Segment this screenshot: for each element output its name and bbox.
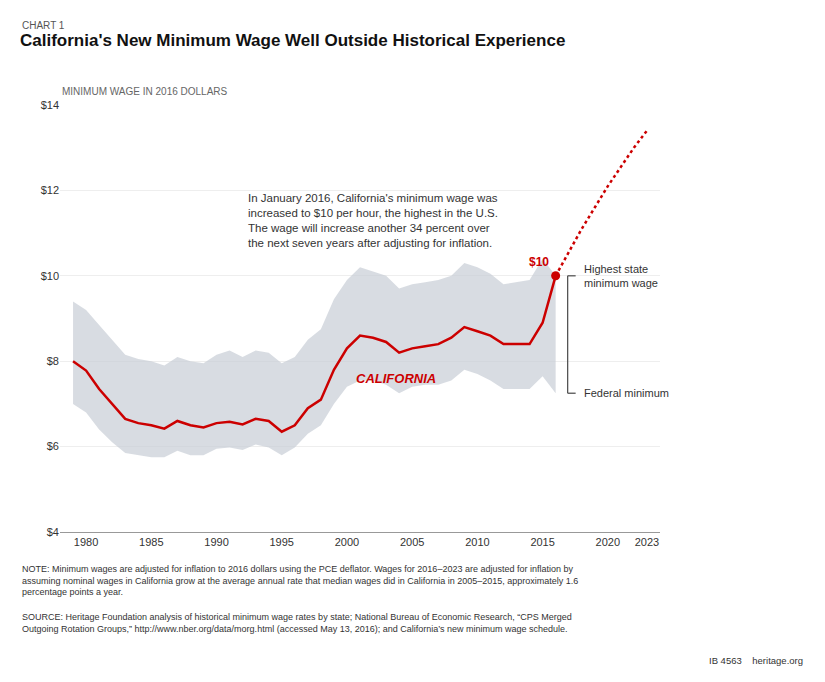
svg-text:1985: 1985 [139,536,163,548]
svg-text:$10: $10 [529,255,549,269]
svg-text:$10: $10 [41,270,59,282]
svg-text:California's New Minimum Wage: California's New Minimum Wage Well Outsi… [20,31,565,50]
svg-text:1995: 1995 [269,536,293,548]
svg-text:2000: 2000 [335,536,359,548]
svg-text:NOTE: Minimum wages are adjust: NOTE: Minimum wages are adjusted for inf… [22,564,578,597]
svg-text:MINIMUM WAGE IN 2016 DOLLARS: MINIMUM WAGE IN 2016 DOLLARS [62,86,228,97]
svg-text:1980: 1980 [74,536,98,548]
svg-text:Highest stateminimum wage: Highest stateminimum wage [584,263,658,289]
svg-text:$14: $14 [41,99,59,111]
svg-text:2020: 2020 [596,536,620,548]
svg-text:In January 2016, California's: In January 2016, California's minimum wa… [248,192,498,249]
svg-text:$4: $4 [47,526,59,538]
svg-text:2005: 2005 [400,536,424,548]
svg-text:2015: 2015 [530,536,554,548]
svg-text:$12: $12 [41,184,59,196]
svg-text:$6: $6 [47,440,59,452]
svg-text:$8: $8 [47,355,59,367]
svg-text:CHART 1: CHART 1 [22,20,65,31]
svg-text:2010: 2010 [465,536,489,548]
svg-text:IB 4563 heritage.org: IB 4563 heritage.org [709,655,803,666]
svg-text:1990: 1990 [204,536,228,548]
svg-text:SOURCE: Heritage Foundation an: SOURCE: Heritage Foundation analysis of … [22,612,572,634]
svg-text:Federal minimum: Federal minimum [584,387,669,399]
svg-text:CALIFORNIA: CALIFORNIA [356,371,436,386]
svg-text:2023: 2023 [635,536,659,548]
